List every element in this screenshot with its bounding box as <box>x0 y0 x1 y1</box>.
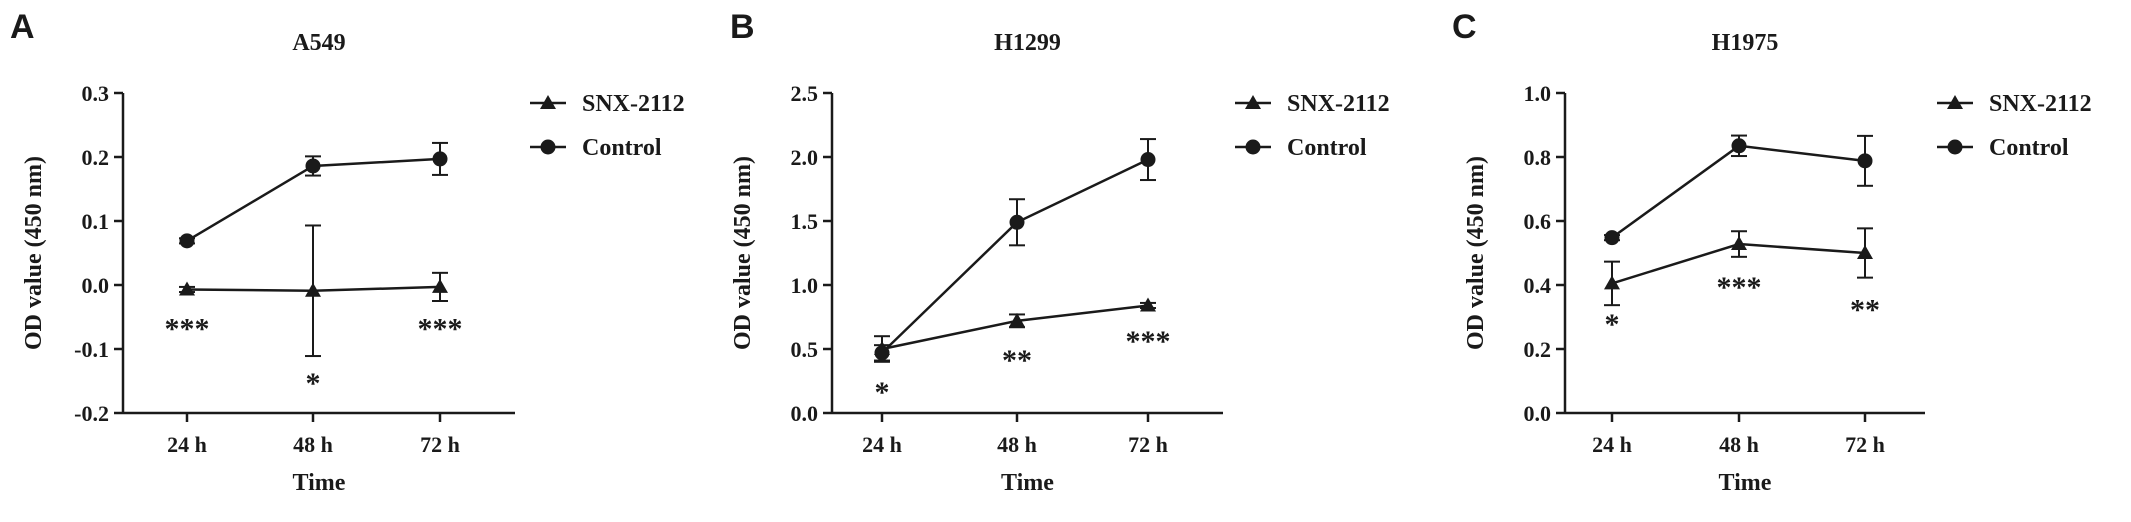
data-point-control <box>1604 230 1620 246</box>
data-point-control <box>432 151 448 167</box>
x-axis-label: Time <box>1719 470 1772 496</box>
x-tick-label: 72 h <box>1128 432 1168 457</box>
y-tick-label: 0.0 <box>1524 401 1552 426</box>
significance-marker: *** <box>1717 271 1762 304</box>
chart-panel-a: A A549 -0.2 -0.1 0.0 0.1 0.2 0.3 24 h 48 h 72 h Tim… <box>10 8 685 496</box>
data-point-snx-2112 <box>432 278 448 293</box>
data-point-snx-2112 <box>1731 236 1747 251</box>
data-point-control <box>874 345 890 361</box>
chart-title: H1299 <box>994 30 1061 56</box>
significance-marker: ** <box>1850 293 1880 326</box>
x-tick-label: 24 h <box>1592 432 1632 457</box>
legend-marker-snx-2112 <box>1947 95 1963 109</box>
y-tick-label: 0.0 <box>791 401 819 426</box>
chart-panel-b: B H1299 0.0 0.5 1.0 1.5 2.0 2.5 24 h 48 h 72 h Time… <box>730 8 1390 496</box>
y-axis-label: OD value (450 nm) <box>730 156 756 350</box>
y-axis-label: OD value (450 nm) <box>21 156 47 350</box>
data-point-snx-2112 <box>1140 297 1156 312</box>
significance-marker: ** <box>1002 344 1032 377</box>
legend-marker-snx-2112 <box>1245 95 1261 109</box>
data-point-snx-2112 <box>1009 312 1025 327</box>
data-point-control <box>179 233 195 249</box>
legend-label: SNX-2112 <box>582 91 685 117</box>
y-tick-label: 0.8 <box>1524 145 1552 170</box>
x-tick-label: 48 h <box>293 432 333 457</box>
y-tick-label: -0.1 <box>74 337 109 362</box>
x-axis-label: Time <box>293 470 346 496</box>
y-tick-label: 0.2 <box>82 145 110 170</box>
data-point-control <box>1009 214 1025 230</box>
legend-marker-control <box>540 139 556 155</box>
legend: SNX-2112 Control <box>530 91 685 161</box>
series-line-control <box>1611 144 1866 239</box>
chart-panel-c: C H1975 0.0 0.2 0.4 0.6 0.8 1.0 24 h 48 h 72 h Time… <box>1452 8 2092 496</box>
legend-label: SNX-2112 <box>1287 91 1390 117</box>
y-tick-label: 2.0 <box>791 145 819 170</box>
data-point-snx-2112 <box>1857 245 1873 259</box>
significance-marker: * <box>306 367 321 400</box>
panel-letter: B <box>730 8 755 46</box>
data-point-snx-2112 <box>179 281 195 296</box>
y-tick-label: 0.6 <box>1524 209 1552 234</box>
x-tick-label: 72 h <box>1845 432 1885 457</box>
x-tick-label: 24 h <box>862 432 902 457</box>
legend-marker-control <box>1245 139 1261 155</box>
data-point-control <box>1140 152 1156 168</box>
legend-marker-snx-2112 <box>540 95 556 109</box>
y-tick-label: 2.5 <box>791 81 819 106</box>
y-tick-label: 0.5 <box>791 337 819 362</box>
y-tick-label: 0.2 <box>1524 337 1552 362</box>
legend-marker-control <box>1947 139 1963 155</box>
panel-letter: C <box>1452 8 1477 46</box>
legend-label: Control <box>1287 135 1367 161</box>
y-tick-label: 0.1 <box>82 209 110 234</box>
y-tick-label: 1.0 <box>791 273 819 298</box>
panel-letter: A <box>10 8 35 46</box>
legend-label: Control <box>582 135 662 161</box>
significance-marker: *** <box>418 313 463 346</box>
significance-marker: *** <box>165 313 210 346</box>
y-tick-label: -0.2 <box>74 401 109 426</box>
x-tick-label: 24 h <box>167 432 207 457</box>
x-axis-label: Time <box>1001 470 1054 496</box>
significance-marker: *** <box>1126 325 1171 358</box>
y-tick-label: 1.5 <box>791 209 819 234</box>
legend: SNX-2112 Control <box>1937 91 2092 161</box>
y-tick-label: 0.3 <box>82 81 110 106</box>
chart-title: A549 <box>292 30 345 56</box>
legend-label: SNX-2112 <box>1989 91 2092 117</box>
x-tick-label: 48 h <box>1719 432 1759 457</box>
significance-marker: * <box>1605 308 1620 341</box>
data-point-snx-2112 <box>1604 275 1620 290</box>
y-axis-label: OD value (450 nm) <box>1463 156 1489 350</box>
y-tick-label: 1.0 <box>1524 81 1552 106</box>
y-tick-label: 0.4 <box>1524 273 1552 298</box>
significance-marker: * <box>875 376 890 409</box>
data-point-control <box>1857 153 1873 169</box>
x-tick-label: 48 h <box>997 432 1037 457</box>
data-point-snx-2112 <box>305 282 321 297</box>
legend: SNX-2112 Control <box>1235 91 1390 161</box>
data-point-control <box>305 158 321 174</box>
legend-label: Control <box>1989 135 2069 161</box>
data-point-control <box>1731 138 1747 154</box>
x-tick-label: 72 h <box>420 432 460 457</box>
chart-title: H1975 <box>1712 30 1779 56</box>
y-tick-label: 0.0 <box>82 273 110 298</box>
